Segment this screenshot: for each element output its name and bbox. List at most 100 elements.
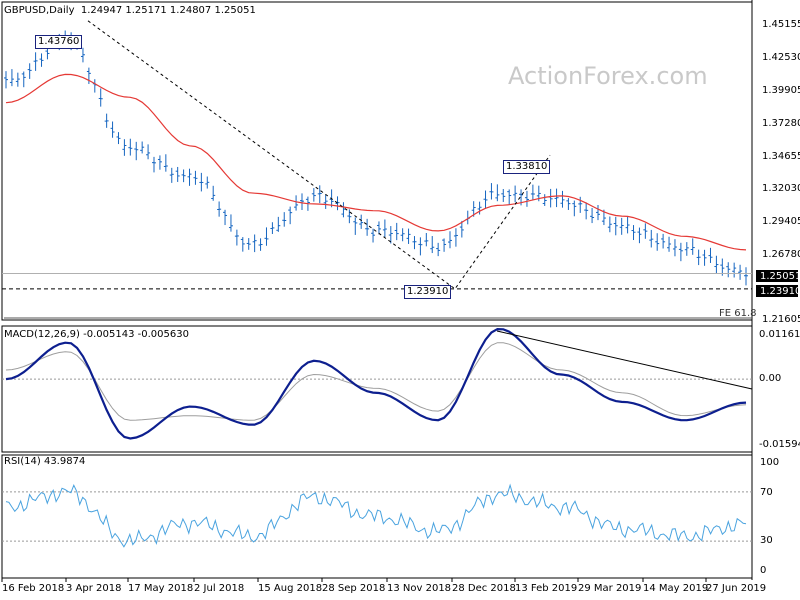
price-bar [163, 154, 168, 172]
price-bar [317, 185, 322, 204]
price-bar [649, 229, 654, 248]
price-bar [702, 249, 707, 266]
price-bar [495, 184, 500, 202]
price-bar [140, 141, 145, 154]
price-bar [217, 201, 222, 217]
price-bar [282, 212, 287, 227]
macd-signal-line [5, 342, 747, 421]
price-bar [152, 156, 156, 173]
price-bar [424, 232, 429, 247]
price-bar [744, 267, 748, 286]
price-bar [270, 222, 275, 234]
panel-frame [1, 325, 753, 453]
price-bar [240, 237, 245, 252]
price-bar [619, 217, 624, 235]
price-bar [92, 79, 97, 93]
rsi-tick: 30 [760, 535, 773, 546]
price-bar [234, 229, 239, 246]
price-bar [15, 72, 20, 87]
price-bar [146, 144, 151, 160]
symbol-info: GBPUSD,Daily [4, 5, 75, 16]
price-bar [524, 190, 529, 207]
price-bar [607, 216, 612, 233]
price-bar [223, 209, 228, 226]
price-bar [258, 238, 263, 251]
price-bar [134, 141, 139, 161]
price-bar [738, 264, 743, 280]
price-bar [513, 185, 518, 203]
price-bar [714, 255, 719, 274]
price-bar [311, 188, 316, 202]
current-price-tag: 1.25051 [756, 270, 800, 282]
price-bar [353, 217, 358, 235]
price-bar [406, 228, 411, 244]
macd-title: MACD(12,26,9) -0.005143 -0.005630 [4, 329, 189, 340]
price-bar [104, 113, 109, 128]
price-bar [678, 242, 683, 262]
date-tick: 27 Jun 2019 [706, 583, 767, 594]
price-bar [590, 207, 595, 224]
high-label-2018: 1.43760 [35, 35, 83, 49]
price-bar [548, 188, 553, 208]
price-bar [667, 236, 672, 252]
swing-line [87, 20, 551, 290]
high-label-2019: 1.33810 [503, 160, 551, 174]
price-bar [453, 228, 458, 247]
price-bar [169, 167, 174, 183]
price-bar [288, 206, 293, 225]
price-bar [732, 262, 737, 278]
date-tick: 15 Aug 2018 [258, 583, 323, 594]
price-tick: 1.45155 [762, 19, 800, 30]
rsi-tick: 0 [760, 565, 767, 576]
price-bar [98, 88, 103, 107]
price-bar [246, 238, 251, 250]
price-bar [199, 172, 204, 192]
price-bar [690, 238, 695, 255]
date-tick: 2 Jul 2018 [194, 583, 245, 594]
price-bar [684, 242, 689, 256]
price-bar [347, 209, 352, 224]
price-bar [578, 196, 583, 213]
price-bar [211, 185, 216, 201]
price-bar [625, 216, 630, 234]
price-bar [708, 247, 713, 263]
price-tick: 1.21605 [762, 314, 800, 325]
price-bar [341, 202, 346, 218]
date-tick: 28 Sep 2018 [322, 583, 386, 594]
ohlc-values: 1.24947 1.25171 1.24807 1.25051 [80, 5, 256, 16]
price-bar [501, 189, 506, 202]
macd-tick: 0.011619 [759, 329, 800, 340]
price-bar [376, 221, 381, 235]
price-bar [489, 183, 494, 200]
rsi-line [5, 483, 747, 548]
price-bar [631, 225, 636, 241]
date-tick: 13 Nov 2018 [387, 583, 452, 594]
price-tick: 1.39905 [762, 85, 800, 96]
price-bar [86, 67, 91, 84]
price-bar [661, 233, 666, 249]
price-bar [110, 121, 115, 138]
price-bar [122, 139, 127, 156]
date-tick: 3 Apr 2018 [66, 583, 122, 594]
panel-frame [1, 454, 753, 579]
price-bar [365, 218, 370, 236]
price-bar [323, 194, 328, 209]
rsi-tick: 70 [760, 487, 773, 498]
price-bar [9, 69, 14, 87]
price-bar [554, 188, 559, 208]
price-bar [566, 198, 571, 210]
date-tick: 16 Feb 2018 [2, 583, 65, 594]
macd-tick: 0.00 [759, 373, 782, 384]
price-bar [175, 166, 180, 182]
price-bar [205, 176, 210, 189]
macd-trendline [496, 330, 753, 390]
price-bar [33, 52, 38, 71]
price-bar [388, 226, 393, 244]
moving-average-line [5, 73, 747, 251]
price-bar [187, 168, 192, 186]
macd-tick: -0.015949 [759, 439, 800, 450]
date-tick: 14 May 2019 [643, 583, 709, 594]
price-bar [726, 262, 731, 278]
price-bar [483, 190, 488, 209]
price-bar [507, 189, 512, 205]
